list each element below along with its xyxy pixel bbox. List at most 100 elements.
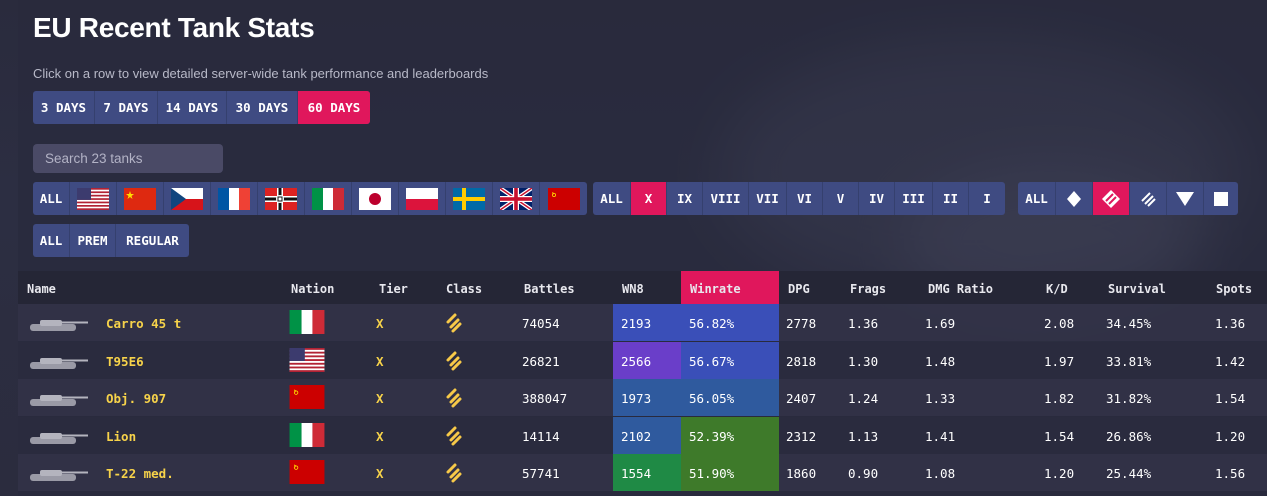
wn8-value: 1973 — [621, 391, 652, 406]
period-7-days-button[interactable]: 7 DAYS — [95, 91, 158, 124]
tier-value: X — [376, 353, 384, 369]
winrate-cell-bg — [681, 416, 779, 454]
tier-iii-button[interactable]: III — [895, 182, 933, 215]
col-nation[interactable]: Nation — [291, 282, 335, 296]
tank-name: Obj. 907 — [106, 391, 167, 406]
nation-japan-button[interactable] — [352, 182, 399, 215]
dmg-ratio-value: 1.41 — [925, 428, 956, 444]
table-row[interactable]: Obj. 907 X 388047 1973 56.05% 2407 1.24 1.33 1.8… — [18, 379, 1267, 416]
dpg-value: 2818 — [786, 353, 817, 369]
spots-value: 1.56 — [1215, 466, 1246, 481]
czech-flag-icon — [171, 187, 203, 210]
col-frags[interactable]: Frags — [850, 282, 887, 296]
table-row[interactable]: Lion X 14114 2102 52.39% 2312 1.13 1.41 1.54 26.8… — [18, 416, 1267, 454]
type-regular-button[interactable]: REGULAR — [126, 233, 179, 248]
period-60-days-button[interactable]: 60 DAYS — [298, 91, 370, 124]
tier-ii-button[interactable]: II — [933, 182, 969, 215]
nation-germany-button[interactable] — [258, 182, 305, 215]
col-survival[interactable]: Survival — [1108, 282, 1166, 296]
tank-icon — [26, 391, 90, 412]
tier-vi-button[interactable]: VI — [787, 182, 823, 215]
tier-vii-button[interactable]: VII — [749, 182, 787, 215]
wn8-value: 2193 — [621, 316, 652, 331]
nation-poland-button[interactable] — [399, 182, 446, 215]
kd-value: 1.54 — [1044, 428, 1075, 444]
sweden-flag-icon — [453, 187, 485, 210]
dpg-value: 2312 — [786, 428, 817, 444]
col-kd[interactable]: K/D — [1046, 282, 1068, 296]
medium-tank-icon — [445, 462, 463, 489]
nation-all-button[interactable]: ALL — [33, 182, 70, 215]
col-dpg[interactable]: DPG — [788, 282, 810, 296]
search-input[interactable] — [33, 144, 223, 173]
tank-icon — [26, 316, 90, 337]
spg-icon — [1214, 191, 1228, 206]
table-row[interactable]: T95E6 X 26821 2566 56.67% 2818 1.30 1.48 1.97 33.… — [18, 341, 1267, 379]
nation-china-button[interactable] — [117, 182, 164, 215]
tier-all-button[interactable]: ALL — [593, 182, 631, 215]
tier-ix-button[interactable]: IX — [667, 182, 703, 215]
class-light-button[interactable] — [1130, 182, 1167, 215]
col-wn8[interactable]: WN8 — [622, 282, 644, 296]
class-spg-button[interactable] — [1204, 182, 1238, 215]
spots-value: 1.20 — [1215, 428, 1246, 444]
dpg-value: 1860 — [786, 466, 817, 481]
table-row[interactable]: T-22 med. X 57741 1554 51.90% 1860 0.90 1.08 1.2… — [18, 454, 1267, 491]
nation-czech-button[interactable] — [164, 182, 211, 215]
tier-v-button[interactable]: V — [823, 182, 859, 215]
spots-value: 1.42 — [1215, 353, 1246, 369]
nation-ussr-button[interactable] — [540, 182, 587, 215]
col-dmg-ratio[interactable]: DMG Ratio — [928, 282, 994, 296]
tier-value: X — [376, 316, 384, 331]
medium-tank-icon — [445, 312, 463, 339]
col-name[interactable]: Name — [27, 282, 56, 296]
col-tier[interactable]: Tier — [379, 282, 408, 296]
period-3-days-button[interactable]: 3 DAYS — [33, 91, 95, 124]
col-spots[interactable]: Spots — [1216, 282, 1253, 296]
nation-usa-button[interactable] — [70, 182, 117, 215]
frags-value: 0.90 — [848, 466, 879, 481]
wn8-cell-bg — [613, 379, 681, 416]
medium-tank-icon — [445, 387, 463, 414]
frags-value: 1.36 — [848, 316, 879, 331]
usa-flag-icon — [289, 347, 325, 372]
table-row[interactable]: Carro 45 t X 74054 2193 56.82% 2778 1.36 1.69 2.… — [18, 304, 1267, 341]
tank-name: T95E6 — [106, 353, 144, 369]
class-td-button[interactable] — [1167, 182, 1204, 215]
winrate-cell-bg — [681, 304, 779, 341]
col-class[interactable]: Class — [446, 282, 483, 296]
medium-tank-icon — [1102, 189, 1120, 208]
period-30-days-button[interactable]: 30 DAYS — [227, 91, 298, 124]
tier-value: X — [376, 428, 384, 444]
kd-value: 1.97 — [1044, 353, 1075, 369]
class-heavy-button[interactable] — [1056, 182, 1093, 215]
wn8-value: 2566 — [621, 353, 652, 369]
nation-italy-button[interactable] — [305, 182, 352, 215]
class-all-button[interactable]: ALL — [1018, 182, 1056, 215]
heavy-tank-icon — [1067, 190, 1081, 207]
tier-x-button[interactable]: X — [631, 182, 667, 215]
battles-value: 26821 — [522, 353, 560, 369]
class-medium-button[interactable] — [1093, 182, 1130, 215]
dmg-ratio-value: 1.33 — [925, 391, 956, 406]
tank-icon — [26, 429, 90, 450]
light-tank-icon — [1141, 191, 1156, 207]
nation-sweden-button[interactable] — [446, 182, 493, 215]
col-winrate[interactable]: Winrate — [690, 282, 741, 296]
period-14-days-button[interactable]: 14 DAYS — [158, 91, 227, 124]
tank-icon — [26, 354, 90, 375]
tier-iv-button[interactable]: IV — [859, 182, 895, 215]
survival-value: 33.81% — [1106, 353, 1152, 369]
type-prem-button[interactable]: PREM — [70, 224, 116, 257]
survival-value: 34.45% — [1106, 316, 1152, 331]
tier-viii-button[interactable]: VIII — [703, 182, 749, 215]
tier-i-button[interactable]: I — [983, 191, 991, 206]
winrate-value: 56.82% — [689, 316, 735, 331]
nation-france-button[interactable] — [211, 182, 258, 215]
wn8-cell-bg — [613, 416, 681, 454]
spots-value: 1.54 — [1215, 391, 1246, 406]
nation-uk-button[interactable] — [493, 182, 540, 215]
col-battles[interactable]: Battles — [524, 282, 575, 296]
wn8-value: 2102 — [621, 428, 652, 444]
type-all-button[interactable]: ALL — [33, 224, 70, 257]
